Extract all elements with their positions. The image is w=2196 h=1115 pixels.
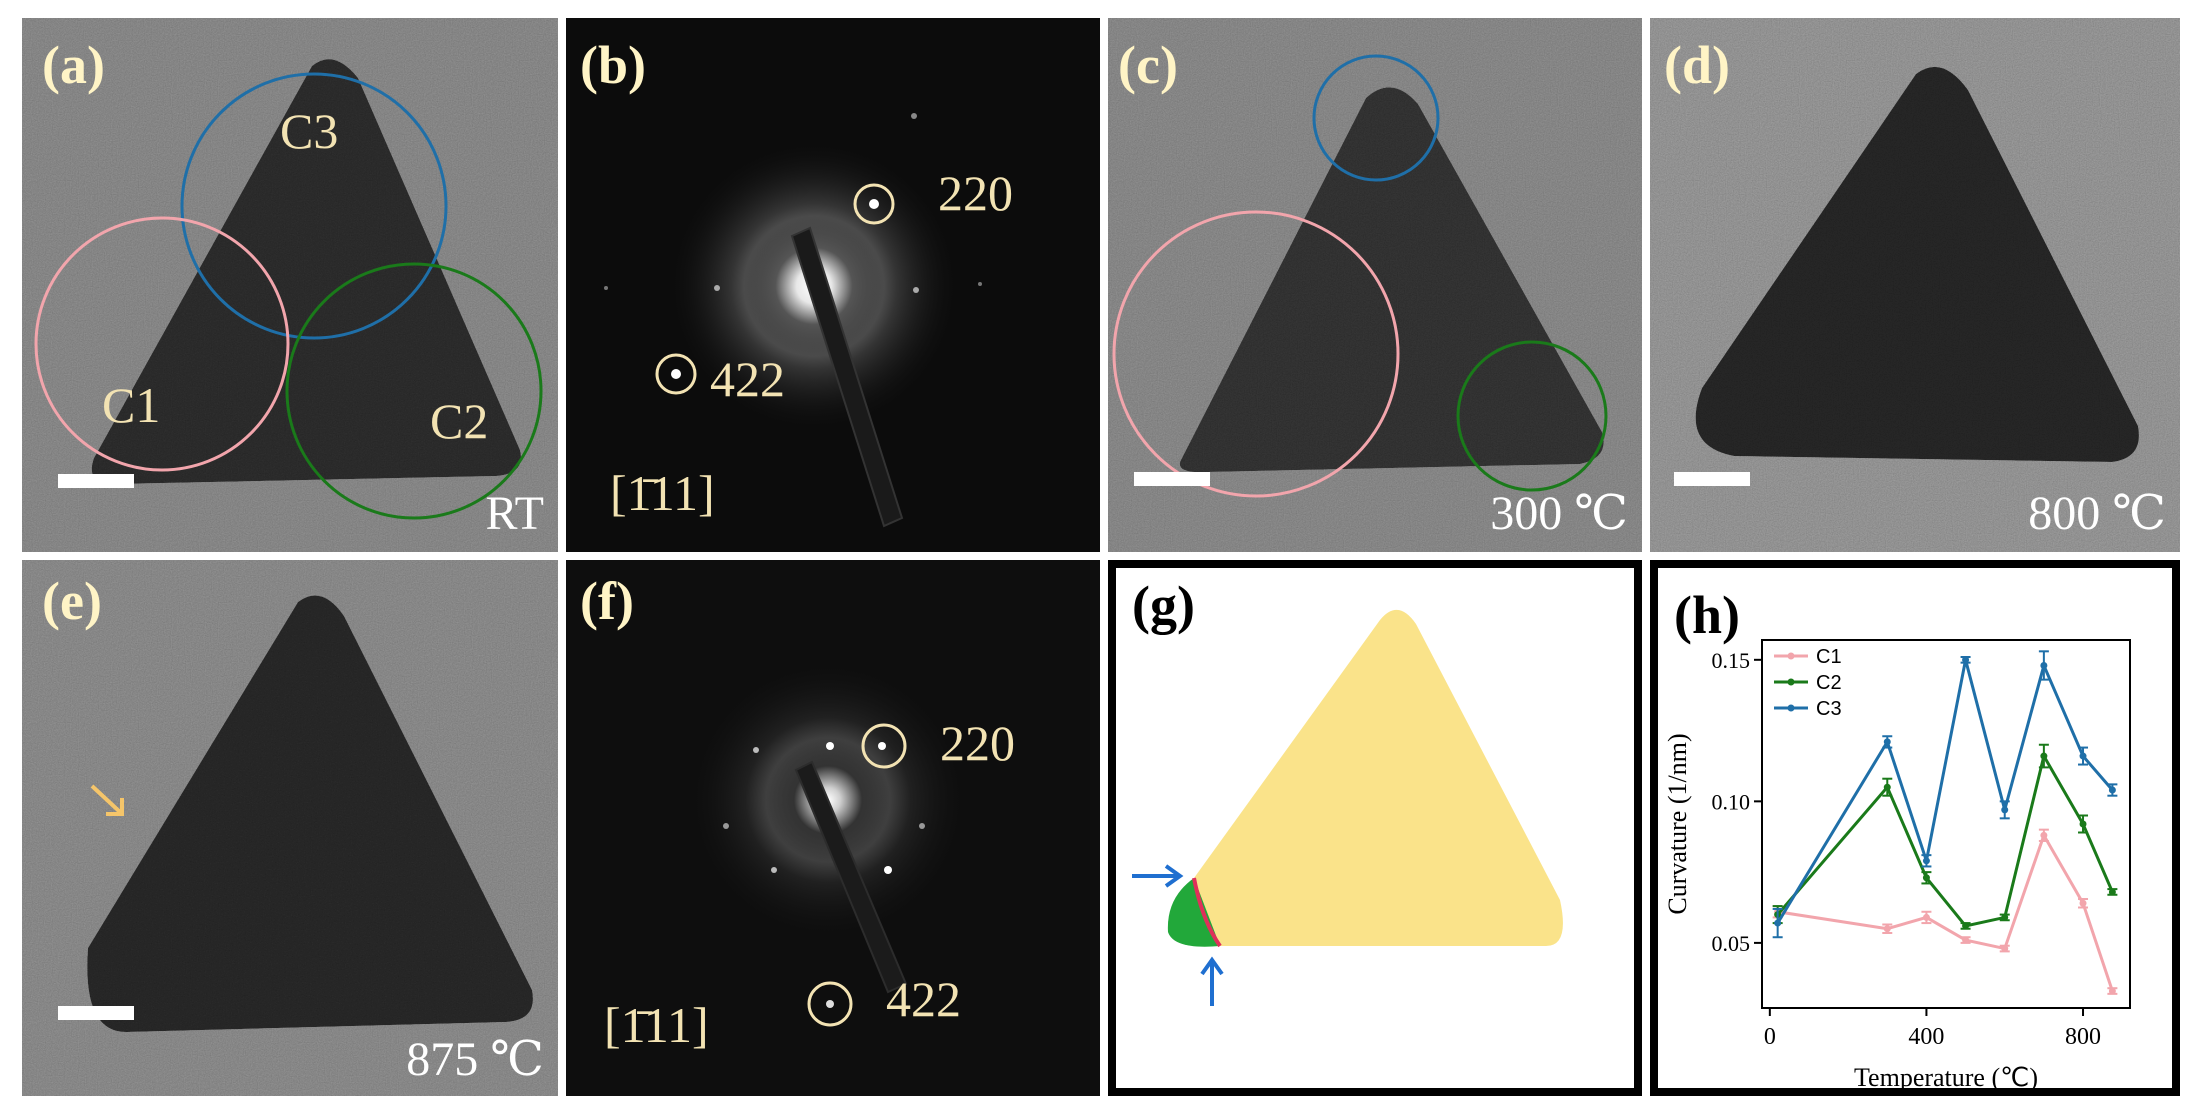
data-point (1962, 922, 1970, 930)
panel-d-image (1650, 18, 2180, 552)
spot-422-label: 422 (710, 351, 785, 407)
curvature-chart: 0 400 800 0.05 0.10 0.15 Temperature (℃) Curvat… (1658, 568, 2172, 1092)
data-point (1774, 919, 1782, 927)
panel-g-label: (g) (1132, 575, 1195, 635)
x-tick-label: 800 (2065, 1024, 2101, 1050)
data-point (1922, 874, 1930, 882)
x-tick-label: 400 (1908, 1024, 1944, 1050)
panel-b: (b) 220 422 [1̄11] (566, 18, 1100, 552)
data-point (1883, 738, 1891, 746)
legend-label: C2 (1816, 672, 1842, 694)
x-axis-label: Temperature (℃) (1854, 1063, 2038, 1092)
data-point (2108, 987, 2116, 995)
zone-axis-label: [1̄11] (610, 465, 715, 521)
panel-h: 0 400 800 0.05 0.10 0.15 Temperature (℃) Curvat… (1650, 560, 2180, 1096)
panel-d: (d) 800 ℃ (1650, 18, 2180, 552)
panel-e-image (22, 560, 558, 1096)
data-point (2001, 806, 2009, 814)
panel-f-diffraction (566, 560, 1100, 1096)
data-point (2040, 661, 2048, 669)
data-point (1883, 925, 1891, 933)
panel-a-condition: RT (485, 487, 544, 540)
series-line-c2 (1776, 752, 2114, 928)
legend-marker (1787, 678, 1795, 686)
spot-220-label-f: 220 (940, 715, 1015, 771)
panel-g-schematic (1116, 568, 1634, 1088)
x-tick-label: 0 (1764, 1024, 1776, 1050)
data-point (1883, 783, 1891, 791)
panel-c-label: (c) (1118, 35, 1178, 95)
legend-label: C1 (1816, 646, 1842, 668)
spot-422-label-f: 422 (886, 971, 961, 1027)
y-tick-label: 0.15 (1712, 648, 1751, 673)
spot-220-label: 220 (938, 165, 1013, 221)
series-line-c1 (1777, 831, 2114, 992)
panel-a: (a) C3 C1 C2 RT (22, 18, 558, 552)
region-c3-label: C3 (280, 103, 339, 159)
data-point (2079, 820, 2087, 828)
panel-c-condition: 300 ℃ (1490, 487, 1628, 540)
panel-b-diffraction (566, 18, 1100, 552)
legend-label: C3 (1816, 698, 1842, 720)
plot-frame (1761, 639, 2131, 1009)
panel-f: (f) 220 422 [1̄11] (566, 560, 1100, 1096)
panel-d-condition: 800 ℃ (2028, 487, 2166, 540)
legend-marker (1787, 652, 1795, 660)
panel-c-image (1108, 18, 1642, 552)
panel-f-label: (f) (580, 571, 634, 631)
panel-d-label: (d) (1664, 35, 1730, 95)
y-tick-label: 0.10 (1712, 789, 1751, 814)
region-c2-label: C2 (430, 393, 489, 449)
panel-h-label: (h) (1674, 585, 1740, 645)
data-point (1922, 913, 1930, 921)
data-point (2079, 752, 2087, 760)
panel-a-image (22, 18, 558, 552)
data-point (1922, 857, 1930, 865)
data-point (2040, 831, 2048, 839)
data-point (1962, 656, 1970, 664)
data-point (2001, 945, 2009, 953)
y-tick-label: 0.05 (1712, 931, 1751, 956)
panel-a-label: (a) (42, 35, 105, 95)
panel-e: (e) 875 ℃ (22, 560, 558, 1096)
data-point (2108, 786, 2116, 794)
region-c1-label: C1 (102, 377, 161, 433)
data-point (2079, 899, 2087, 907)
legend-marker (1787, 704, 1795, 712)
data-point (1962, 936, 1970, 944)
panel-e-label: (e) (42, 571, 102, 631)
data-point (2108, 888, 2116, 896)
panel-c: (c) 300 ℃ (1108, 18, 1642, 552)
panel-g: (g) (1108, 560, 1642, 1096)
zone-axis-label-f: [1̄11] (604, 997, 709, 1053)
panel-e-condition: 875 ℃ (406, 1033, 544, 1086)
data-point (2001, 913, 2009, 921)
y-axis-label: Curvature (1/nm) (1663, 733, 1692, 914)
series-line-c3 (1776, 659, 2114, 924)
panel-b-label: (b) (580, 35, 646, 95)
data-point (2040, 752, 2048, 760)
